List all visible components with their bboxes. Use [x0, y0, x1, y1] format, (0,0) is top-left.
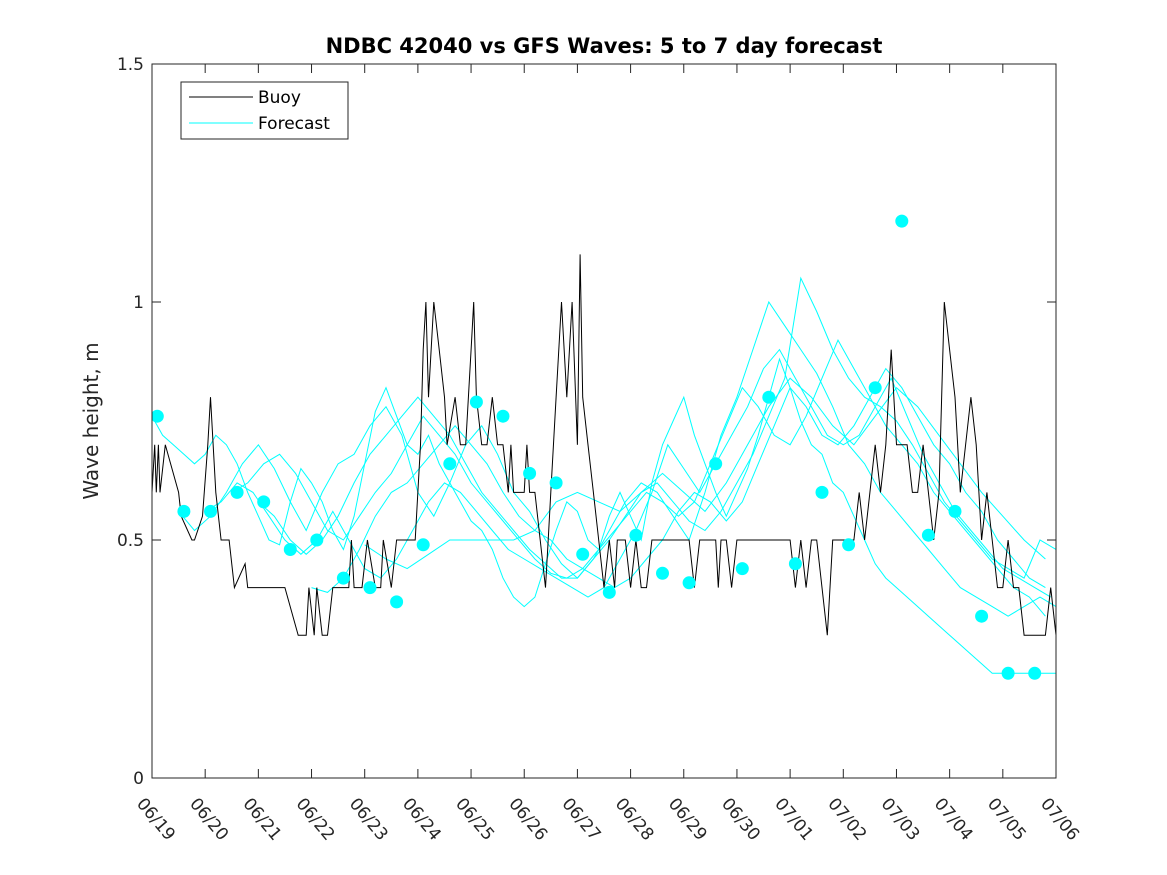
legend-box [180, 81, 349, 140]
forecast-marker [735, 562, 749, 576]
forecast-marker [283, 543, 297, 556]
forecast-marker [204, 504, 217, 518]
forecast-marker [602, 585, 616, 599]
forecast-marker [230, 485, 244, 499]
legend-buoy-label: Buoy [258, 88, 301, 108]
forecast-marker [709, 457, 723, 471]
plot-area-border [151, 63, 1057, 779]
y-tick-label: 0 [133, 769, 144, 789]
forecast-line-1 [152, 357, 1056, 674]
forecast-marker [549, 476, 563, 490]
forecast-marker [576, 547, 590, 561]
forecast-marker [257, 495, 271, 509]
forecast-line-5 [258, 276, 1056, 579]
forecast-marker [948, 504, 962, 518]
forecast-marker [416, 538, 430, 552]
forecast-marker [842, 538, 856, 552]
legend-forecast-label: Forecast [258, 114, 330, 134]
forecast-marker [496, 409, 510, 423]
y-axis-label: Wave height, m [79, 342, 103, 499]
forecast-marker [975, 609, 989, 623]
forecast-line-6 [311, 367, 1046, 593]
forecast-line-7 [364, 377, 1046, 570]
forecast-marker [895, 214, 909, 228]
forecast-line-2 [178, 300, 1056, 617]
legend: Buoy Forecast [180, 81, 349, 140]
forecast-marker [788, 557, 802, 571]
forecast-marker [868, 381, 882, 395]
forecast-marker [469, 395, 483, 409]
forecast-marker [762, 390, 776, 404]
data-layer [152, 214, 1056, 680]
forecast-marker [336, 571, 350, 585]
forecast-marker [1028, 666, 1042, 680]
y-tick-label: 1.5 [117, 55, 144, 75]
forecast-marker [921, 528, 935, 542]
forecast-marker [1001, 666, 1015, 680]
buoy-line [152, 254, 1056, 636]
forecast-marker [310, 533, 324, 547]
chart-title: NDBC 42040 vs GFS Waves: 5 to 7 day fore… [326, 34, 883, 58]
forecast-marker [523, 466, 537, 480]
forecast-line-4 [231, 338, 1046, 617]
forecast-marker [390, 595, 404, 609]
forecast-marker [682, 576, 696, 590]
forecast-marker [363, 581, 377, 595]
y-tick-label: 0.5 [117, 531, 144, 551]
y-tick-label: 1 [133, 293, 144, 313]
y-axis: 0 0.5 1 1.5 [117, 55, 1056, 789]
forecast-marker [177, 504, 191, 518]
forecast-marker [152, 409, 164, 423]
forecast-marker [815, 485, 829, 499]
forecast-marker [656, 566, 669, 580]
forecast-marker [443, 457, 457, 471]
forecast-marker [629, 528, 643, 542]
